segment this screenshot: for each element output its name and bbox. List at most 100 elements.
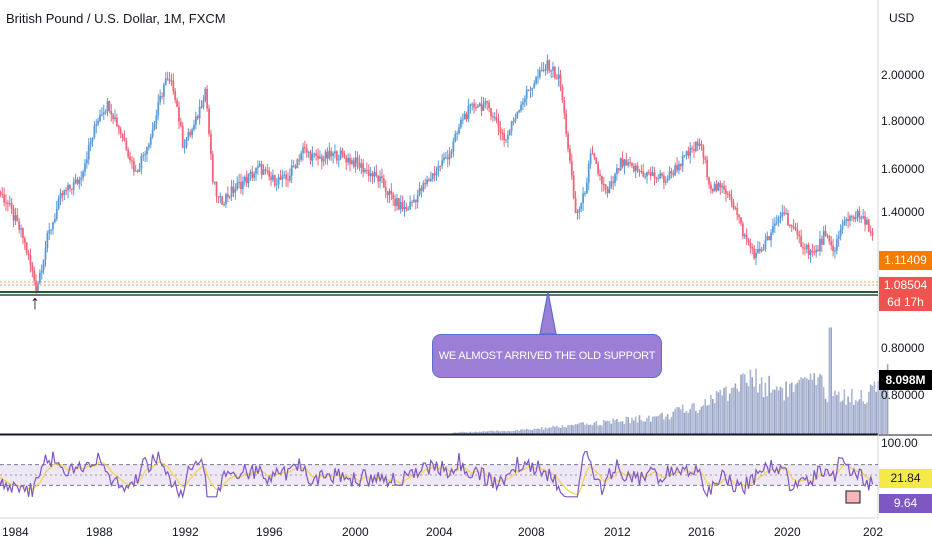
volume-bar	[559, 427, 562, 434]
candle-body	[138, 168, 141, 172]
candle-body	[5, 202, 7, 204]
candle-body	[149, 136, 152, 145]
candle-body	[781, 212, 784, 217]
volume-bar	[873, 381, 876, 434]
candle-body	[488, 102, 490, 109]
candle-body	[366, 169, 368, 171]
candle-body	[155, 115, 158, 124]
volume-bar	[520, 429, 522, 434]
candle-body	[219, 196, 222, 198]
volume-bar	[730, 387, 733, 434]
candle-body	[390, 190, 393, 194]
candle-body	[46, 233, 49, 249]
candle-body	[450, 151, 453, 154]
volume-bar	[860, 390, 863, 434]
candle-body	[241, 181, 244, 190]
candle-body	[520, 104, 522, 111]
candle-body	[508, 130, 511, 135]
candle-body	[499, 127, 502, 133]
volume-bar	[802, 378, 804, 434]
volume-axis-label: 0.80000	[881, 341, 925, 355]
candle-body	[486, 101, 489, 103]
candle-body	[668, 171, 671, 179]
volume-bar	[817, 377, 819, 434]
candle-body	[403, 207, 406, 209]
candle-body	[320, 156, 323, 162]
volume-bar	[544, 427, 547, 434]
candle-body	[446, 157, 449, 160]
volume-bar	[783, 400, 786, 434]
candle-body	[475, 107, 477, 109]
candle-body	[856, 210, 859, 217]
candle-body	[599, 173, 601, 176]
candle-body	[503, 133, 506, 140]
candle-body	[25, 242, 28, 254]
volume-bar	[834, 390, 836, 434]
volume-bar	[529, 429, 532, 434]
volume-bar	[597, 425, 599, 434]
volume-bar	[548, 427, 551, 434]
candle-body	[666, 178, 669, 182]
candle-body	[194, 116, 197, 125]
candle-body	[230, 186, 233, 197]
candle-body	[428, 179, 430, 181]
candle-body	[663, 175, 665, 183]
candle-body	[490, 108, 492, 117]
candle-body	[679, 163, 682, 167]
candle-body	[674, 165, 677, 176]
candle-body	[93, 125, 96, 138]
candle-body	[516, 112, 519, 119]
candle-body	[527, 89, 530, 91]
candle-body	[685, 151, 688, 156]
candle-body	[721, 185, 724, 188]
candle-body	[65, 190, 68, 192]
volume-bar	[467, 432, 470, 434]
candle-body	[125, 140, 128, 150]
candle-body	[653, 172, 656, 178]
candle-body	[788, 224, 791, 226]
candle-body	[418, 188, 421, 195]
volume-bar	[582, 422, 584, 434]
candle-body	[546, 60, 549, 71]
candle-body	[193, 124, 195, 130]
candle-body	[87, 145, 90, 160]
candle-body	[535, 77, 537, 84]
volume-bar	[757, 392, 759, 434]
volume-bar	[486, 431, 489, 434]
candle-body	[215, 181, 218, 197]
candle-body	[119, 128, 122, 134]
candle-body	[779, 216, 782, 218]
candle-body	[491, 116, 494, 118]
candle-body	[178, 106, 180, 122]
candle-body	[557, 74, 560, 79]
volume-bar	[531, 429, 534, 434]
volume-bar	[608, 420, 611, 434]
volume-bar	[832, 395, 834, 434]
volume-bar	[683, 412, 686, 434]
rsi-axis-label: 100.00	[881, 436, 918, 450]
volume-bar	[471, 432, 473, 434]
candle-body	[305, 148, 308, 153]
candle-body	[824, 230, 827, 236]
candle-body	[832, 245, 834, 251]
candle-body	[454, 133, 457, 142]
price-axis-label: 1.40000	[881, 205, 925, 219]
volume-bar	[475, 431, 477, 434]
candle-body	[247, 173, 250, 184]
candle-body	[443, 157, 445, 161]
candle-body	[606, 189, 609, 194]
candle-body	[800, 236, 803, 247]
volume-bar	[828, 327, 831, 434]
candle-body	[819, 238, 821, 252]
candle-body	[505, 139, 507, 141]
annotation-callout[interactable]: WE ALMOST ARRIVED THE OLD SUPPORT 1984 Y…	[432, 334, 662, 404]
volume-bar	[593, 422, 596, 434]
candle-body	[803, 248, 806, 250]
candle-body	[388, 190, 391, 196]
candle-body	[319, 156, 321, 159]
candle-body	[559, 74, 562, 87]
candle-body	[405, 207, 408, 210]
candle-body	[531, 87, 534, 90]
candle-body	[67, 184, 69, 191]
